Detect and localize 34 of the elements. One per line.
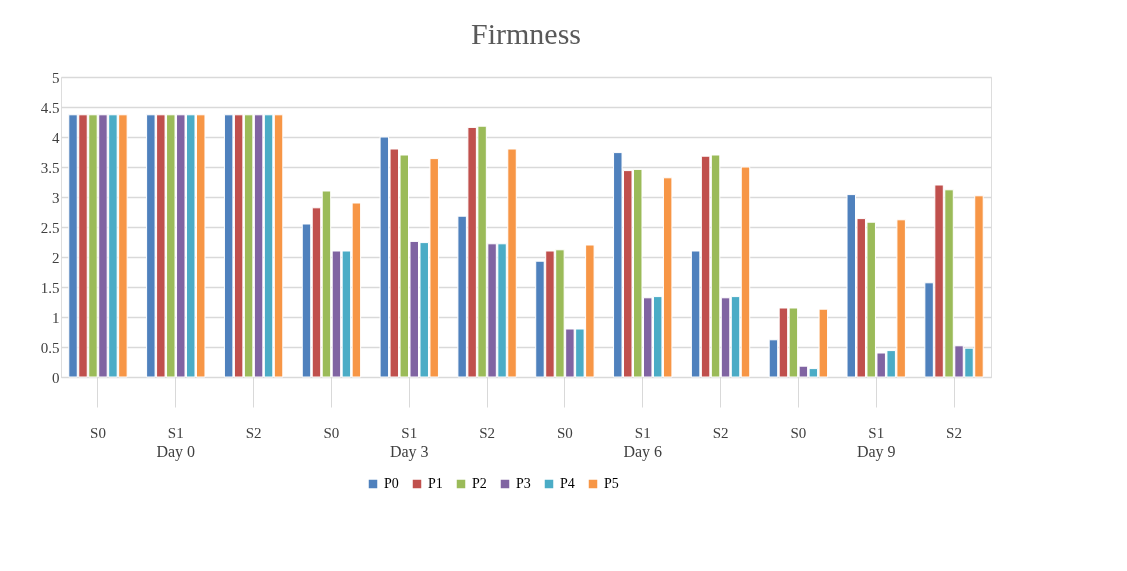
legend-label: P4 (560, 476, 575, 491)
text: Day 6 (623, 443, 663, 461)
y-tick-label: 4 (52, 129, 60, 146)
y-tick-label: 0.5 (40, 339, 60, 356)
y-tick-label: 0 (52, 369, 60, 386)
legend-label: P5 (604, 476, 619, 491)
y-tick-label: 2.5 (40, 219, 60, 236)
y-tick-label: 4.5 (40, 99, 60, 116)
y-tick-label: 5 (52, 69, 60, 86)
x-tick-label: S2 (479, 424, 496, 441)
y-tick-label: 1 (52, 309, 60, 326)
y-tick-label: 3 (52, 189, 60, 206)
y-tick-label: 1.5 (40, 279, 60, 296)
y-tick-label: 2 (52, 249, 60, 266)
x-tick-label: S0 (323, 424, 340, 441)
text: Day 9 (856, 443, 896, 461)
legend-label: P1 (428, 476, 443, 491)
x-tick-label: S2 (946, 424, 962, 441)
x-tick-label: S0 (790, 424, 807, 441)
legend-label: P0 (384, 476, 399, 491)
x-tick-label: S2 (245, 424, 262, 441)
x-tick-label: S1 (401, 424, 418, 441)
x-tick-label: S0 (90, 424, 106, 441)
x-tick-label: S1 (634, 424, 651, 441)
x-tick-label: S0 (556, 424, 573, 441)
x-tick-label: S1 (167, 424, 184, 441)
text: Day 3 (389, 443, 429, 461)
chart-title: Firmness (470, 17, 582, 50)
legend-label: P3 (516, 476, 531, 491)
y-tick-label: 3.5 (40, 159, 60, 176)
legend-label: P2 (472, 476, 487, 491)
x-tick-label: S2 (712, 424, 729, 441)
x-tick-label: S1 (868, 424, 885, 441)
text: Day 0 (156, 443, 196, 461)
